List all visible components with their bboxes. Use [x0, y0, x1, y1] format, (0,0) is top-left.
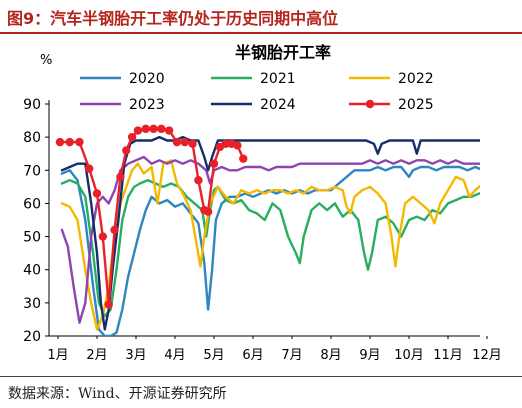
footer-rule — [0, 376, 522, 377]
series-point-2025 — [116, 172, 125, 182]
series-line-2021 — [60, 179, 480, 318]
series-point-2025 — [122, 146, 131, 155]
x-tick-label: 2月 — [86, 348, 107, 363]
series-point-2025 — [92, 189, 102, 198]
y-tick-label: 40 — [23, 263, 41, 279]
series-point-2025 — [188, 139, 197, 148]
y-axis-unit: % — [40, 53, 52, 68]
x-tick-label: 1月 — [47, 348, 68, 363]
legend-label-2021: 2021 — [260, 71, 296, 87]
series-point-2025 — [127, 132, 137, 142]
series-point-2025 — [203, 207, 213, 216]
legend-label-2023: 2023 — [129, 97, 165, 113]
legend-label-2025: 2025 — [398, 97, 434, 113]
series-point-2025 — [98, 232, 108, 241]
series-point-2025 — [75, 137, 84, 147]
figure-title: 图9：汽车半钢胎开工率仍处于历史同期中高位 — [7, 9, 339, 28]
x-tick-label: 7月 — [281, 348, 302, 363]
series-line-2020 — [60, 165, 480, 336]
series-point-2025 — [221, 139, 230, 148]
series-point-2025 — [233, 141, 242, 150]
y-tick-label: 80 — [23, 130, 41, 146]
figure-source: 数据来源：Wind、开源证券研究所 — [8, 386, 227, 402]
y-tick-label: 70 — [23, 163, 41, 179]
y-tick-label: 30 — [23, 296, 41, 312]
series-point-2025 — [239, 154, 248, 163]
chart-title: 半钢胎开工率 — [235, 43, 331, 62]
series-point-2025 — [194, 176, 203, 185]
figure-header: 图9：汽车半钢胎开工率仍处于历史同期中高位 — [0, 0, 522, 34]
y-tick-label: 60 — [23, 196, 41, 212]
legend-marker-2025 — [365, 99, 375, 109]
series-point-2025 — [110, 225, 119, 235]
x-tick-label: 6月 — [242, 348, 263, 363]
line-chart: 半钢胎开工率% 20 30 40 50 60 70 80 90 1月 2月 3月 4月 5月 6月 7月 8月 9… — [23, 43, 502, 363]
x-tick-label: 3月 — [125, 348, 146, 363]
x-tick-label: 4月 — [164, 348, 185, 363]
x-tick-label: 11月 — [433, 348, 463, 363]
y-tick-label: 90 — [23, 97, 41, 113]
series-point-2025 — [157, 124, 166, 134]
x-tick-label: 12月 — [472, 348, 502, 363]
series-point-2025 — [104, 300, 113, 309]
header-rule — [0, 32, 522, 34]
series-point-2025 — [55, 137, 65, 147]
series-point-2025 — [133, 126, 143, 135]
legend-label-2020: 2020 — [129, 71, 165, 87]
y-tick-label: 50 — [23, 230, 41, 246]
series-point-2025 — [172, 137, 182, 147]
series-point-2025 — [180, 137, 189, 147]
series-point-2025 — [164, 126, 174, 135]
series-line-2022 — [60, 159, 480, 331]
legend-label-2022: 2022 — [398, 71, 434, 87]
x-tick-label: 10月 — [394, 348, 424, 363]
x-tick-label: 5月 — [203, 348, 224, 363]
series-point-2025 — [141, 124, 150, 134]
x-tick-label: 9月 — [359, 348, 380, 363]
series-point-2025 — [65, 137, 74, 147]
series-point-2025 — [85, 164, 94, 173]
legend-label-2024: 2024 — [260, 97, 296, 113]
y-tick-label: 20 — [23, 329, 41, 345]
series-point-2025 — [149, 124, 158, 134]
series-point-2025 — [209, 159, 219, 168]
x-tick-label: 8月 — [320, 348, 341, 363]
